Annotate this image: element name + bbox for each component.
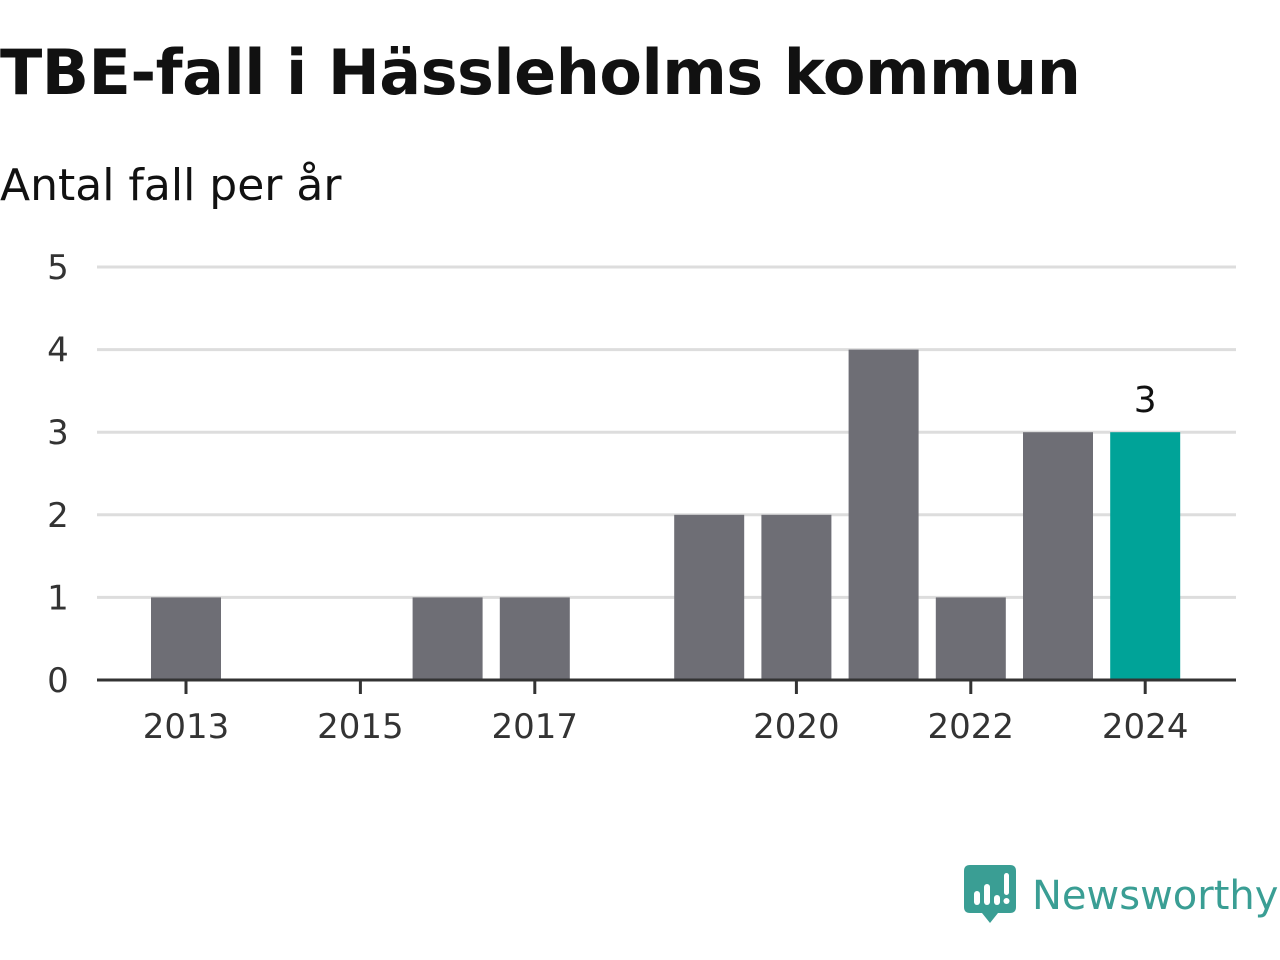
chart-subtitle: Antal fall per år <box>0 160 342 211</box>
bar-2023 <box>1023 432 1093 680</box>
bars <box>151 349 1181 680</box>
bar-2022 <box>935 597 1006 680</box>
bar-2020 <box>761 514 832 680</box>
chart-title: TBE-fall i Hässleholms kommun <box>0 36 1081 109</box>
y-tick-label: 3 <box>47 413 69 453</box>
x-tick-label: 2013 <box>143 707 230 747</box>
newsworthy-logo-icon <box>964 865 1016 923</box>
y-tick-label: 0 <box>47 661 69 701</box>
brand-name: Newsworthy <box>1032 873 1279 919</box>
bar-2019 <box>674 514 745 680</box>
x-tick-label: 2022 <box>928 707 1015 747</box>
data-label-2024: 3 <box>1134 380 1157 421</box>
y-tick-label: 2 <box>47 496 69 536</box>
x-axis <box>97 678 1236 694</box>
labels: 0 1 2 3 4 5 2013 2015 2017 2020 2022 2024 3 <box>47 248 1188 747</box>
x-tick-label: 2015 <box>317 707 404 747</box>
bar-2013 <box>151 597 221 680</box>
bar-2016 <box>412 597 483 680</box>
bar-2021 <box>848 349 919 680</box>
bar-2024 <box>1110 432 1181 680</box>
x-tick-label: 2020 <box>753 707 840 747</box>
y-tick-label: 4 <box>47 331 69 371</box>
bar-2017 <box>499 597 570 680</box>
bar-chart: 0 1 2 3 4 5 2013 2015 2017 2020 2022 2024 3 <box>47 248 1236 747</box>
brand: Newsworthy <box>964 864 1278 928</box>
x-tick-label: 2017 <box>492 707 579 747</box>
x-tick-label: 2024 <box>1102 707 1189 747</box>
y-tick-label: 1 <box>47 578 69 618</box>
y-tick-label: 5 <box>47 248 69 288</box>
